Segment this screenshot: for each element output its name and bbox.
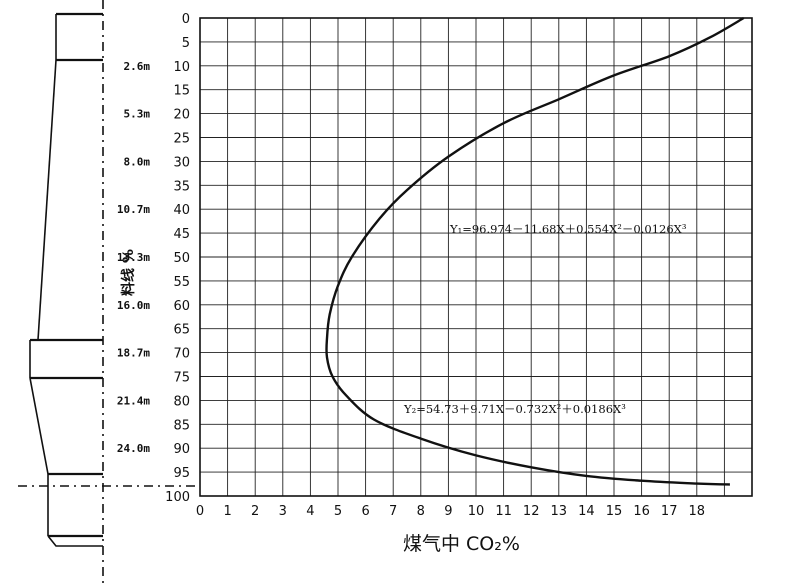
x-tick-label: 9 xyxy=(444,504,452,519)
y-tick-label: 50 xyxy=(173,251,190,266)
furnace-height-label: 24.0m xyxy=(117,442,150,455)
y-tick-label: 45 xyxy=(173,227,190,242)
y-tick-label: 65 xyxy=(173,323,190,338)
series-line xyxy=(325,16,745,486)
x-tick-label: 7 xyxy=(389,504,397,519)
y-tick-label: 75 xyxy=(173,371,190,386)
y-tick-label: 40 xyxy=(173,203,190,218)
y-tick-label: 30 xyxy=(173,155,190,170)
y-tick-label: 85 xyxy=(173,418,190,433)
x-tick-label: 17 xyxy=(661,504,678,519)
y-tick-label: 95 xyxy=(173,466,190,481)
x-tick-label: 14 xyxy=(578,504,595,519)
furnace-height-label: 13.3m xyxy=(117,251,150,264)
x-tick-label: 6 xyxy=(361,504,369,519)
equation-y2: Y₂=54.73＋9.71X－0.732X²＋0.0186X³ xyxy=(403,402,626,416)
x-axis-label: 煤气中 CO₂% xyxy=(403,533,520,555)
x-tick-label: 0 xyxy=(196,504,204,519)
furnace-height-label: 21.4m xyxy=(117,394,150,407)
x-tick-label: 13 xyxy=(551,504,568,519)
furnace-height-label: 8.0m xyxy=(124,155,151,168)
y-tick-label: 80 xyxy=(173,394,190,409)
furnace-height-label: 5.3m xyxy=(124,108,151,121)
furnace-height-label: 18.7m xyxy=(117,347,150,360)
x-tick-label: 2 xyxy=(251,504,259,519)
x-tick-label: 11 xyxy=(495,504,512,519)
x-tick-label: 12 xyxy=(523,504,540,519)
x-axis-ticks: 0 1 2 3 4 5 6 7 8 9 10 11 12 13 14 15 16 17 18 xyxy=(196,504,705,519)
y-tick-label: 15 xyxy=(173,84,190,99)
furnace-height-label: 16.0m xyxy=(117,299,150,312)
y-tick-label: 100 xyxy=(165,490,190,505)
equation-y1: Y₁=96.974－11.68X＋0.554X²－0.0126X³ xyxy=(449,222,687,236)
x-tick-label: 15 xyxy=(606,504,623,519)
x-tick-label: 18 xyxy=(689,504,706,519)
x-tick-label: 10 xyxy=(468,504,485,519)
x-tick-label: 5 xyxy=(334,504,342,519)
furnace-height-labels: 2.6m 5.3m 8.0m 10.7m 13.3m 16.0m 18.7m 21.4m 24.… xyxy=(117,60,150,455)
furnace-height-label: 10.7m xyxy=(117,203,150,216)
chart-grid xyxy=(199,17,753,497)
y-tick-label: 20 xyxy=(173,108,190,123)
x-tick-label: 16 xyxy=(633,504,650,519)
x-tick-label: 1 xyxy=(223,504,231,519)
y-tick-label: 60 xyxy=(173,299,190,314)
furnace-height-label: 2.6m xyxy=(124,60,151,73)
y-tick-label: 70 xyxy=(173,347,190,362)
y-tick-label: 5 xyxy=(182,36,190,51)
y-tick-label: 90 xyxy=(173,442,190,457)
y-axis-label: 料线 % xyxy=(120,249,137,296)
plot-frame xyxy=(199,17,753,497)
y-tick-label: 10 xyxy=(173,60,190,75)
x-tick-label: 8 xyxy=(417,504,425,519)
y-tick-label: 35 xyxy=(173,179,190,194)
y-tick-label: 0 xyxy=(182,12,190,27)
y-tick-label: 25 xyxy=(173,132,190,147)
y-axis-ticks: 0 5 10 15 20 25 30 35 40 45 50 55 60 65 70 75 80 85 90 95 10… xyxy=(165,12,190,505)
y-tick-label: 55 xyxy=(173,275,190,290)
x-tick-label: 4 xyxy=(306,504,314,519)
x-tick-label: 3 xyxy=(279,504,287,519)
furnace-profile-drawing xyxy=(18,0,200,584)
